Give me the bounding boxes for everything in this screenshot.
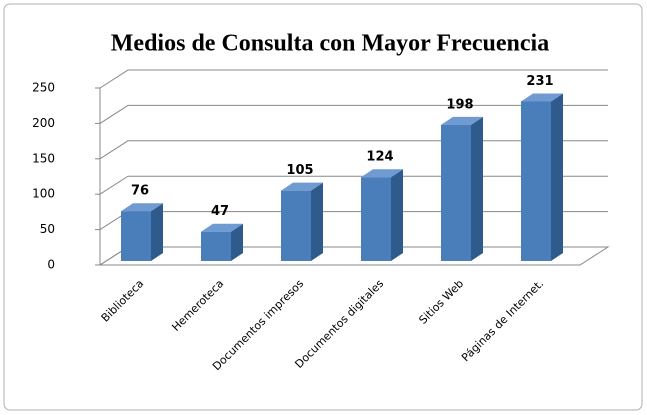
bar-front	[441, 124, 471, 261]
value-label: 198	[446, 97, 473, 112]
bar-side	[311, 182, 323, 261]
y-tick-label: 200	[32, 116, 55, 130]
bar-front	[281, 190, 311, 261]
bar-side	[551, 93, 563, 262]
bar-side	[391, 169, 403, 261]
bar-top	[441, 116, 483, 125]
value-label: 105	[286, 163, 313, 178]
bar-top	[281, 182, 323, 191]
bar-side	[471, 116, 483, 261]
value-label: 124	[366, 150, 393, 165]
bar-front	[121, 211, 151, 261]
bar-side	[231, 223, 243, 261]
bar	[521, 93, 563, 262]
value-label: 76	[131, 184, 149, 199]
y-tick-label: 50	[40, 222, 55, 236]
bar-top	[361, 169, 403, 178]
bar-front	[521, 101, 551, 262]
bar	[121, 203, 163, 261]
bar	[281, 182, 323, 261]
grid-line	[99, 69, 608, 89]
bar	[441, 116, 483, 261]
bar-side	[151, 203, 163, 261]
bar-top	[521, 93, 563, 102]
y-tick-label: 100	[32, 187, 55, 201]
bar-top	[121, 203, 163, 212]
y-tick-label: 250	[32, 81, 55, 95]
bar-top	[201, 223, 243, 232]
bar-front	[201, 231, 231, 261]
bar	[201, 223, 243, 261]
y-tick-label: 150	[32, 151, 55, 165]
grid-line	[99, 104, 608, 124]
chart-title: Medios de Consulta con Mayor Frecuencia	[111, 31, 549, 57]
value-label: 47	[211, 204, 229, 219]
bar-front	[361, 177, 391, 261]
value-label: 231	[526, 74, 553, 89]
y-tick-label: 0	[47, 258, 55, 272]
bar	[361, 169, 403, 261]
